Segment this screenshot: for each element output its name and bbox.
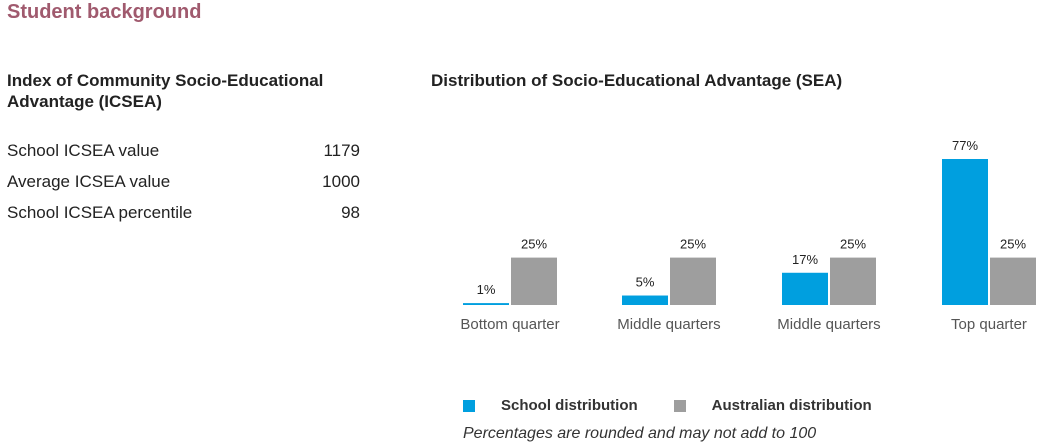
data-label-australian-0: 25% (521, 237, 547, 252)
sea-panel: Distribution of Socio-Educational Advant… (431, 70, 842, 91)
bar-australian-3 (990, 257, 1036, 305)
bar-school-1 (622, 295, 668, 305)
bar-australian-2 (830, 257, 876, 305)
chart-footnote: Percentages are rounded and may not add … (463, 425, 817, 442)
data-label-school-3: 77% (952, 138, 978, 153)
bar-school-0 (463, 303, 509, 305)
icsea-heading: Index of Community Socio-Educational Adv… (7, 71, 324, 111)
icsea-row-percentile: School ICSEA percentile 98 (7, 197, 360, 228)
legend-item-australian: Australian distribution (673, 397, 872, 414)
chart-title: Distribution of Socio-Educational Advant… (431, 71, 843, 90)
data-label-school-1: 5% (636, 275, 655, 290)
data-label-australian-2: 25% (840, 237, 866, 252)
legend-item-school: School distribution (463, 397, 638, 414)
icsea-row-average-value: Average ICSEA value 1000 (7, 166, 360, 197)
bar-school-2 (782, 272, 828, 305)
icsea-row-school-value: School ICSEA value 1179 (7, 135, 360, 166)
icsea-value: 1179 (323, 141, 360, 160)
data-label-school-2: 17% (792, 252, 818, 267)
section-title: Student background (7, 1, 202, 23)
icsea-panel: Index of Community Socio-Educational Adv… (7, 70, 407, 228)
data-label-australian-3: 25% (1000, 237, 1026, 252)
category-label-2: Middle quarters (777, 316, 880, 333)
category-label-0: Bottom quarter (460, 316, 559, 333)
icsea-value: 98 (341, 203, 360, 222)
legend-swatch-australian (673, 399, 686, 412)
data-label-australian-1: 25% (680, 237, 706, 252)
bar-australian-0 (511, 257, 557, 305)
category-label-1: Middle quarters (617, 316, 720, 333)
bar-school-3 (942, 159, 988, 305)
bar-australian-1 (670, 257, 716, 305)
legend-label-school: School distribution (501, 397, 638, 414)
icsea-label: Average ICSEA value (7, 172, 171, 191)
data-label-school-0: 1% (477, 282, 496, 297)
chart-legend: School distribution Australian distribut… (463, 397, 908, 414)
icsea-label: School ICSEA percentile (7, 203, 193, 222)
category-label-3: Top quarter (951, 316, 1027, 333)
legend-label-australian: Australian distribution (711, 397, 872, 414)
icsea-label: School ICSEA value (7, 141, 160, 160)
icsea-value: 1000 (322, 172, 360, 191)
legend-swatch-school (463, 399, 475, 412)
icsea-table: School ICSEA value 1179 Average ICSEA va… (7, 135, 360, 228)
